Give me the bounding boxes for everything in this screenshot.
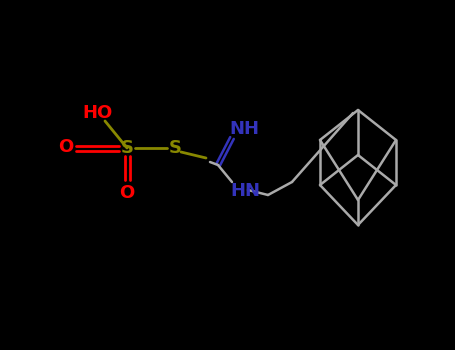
Text: S: S: [168, 139, 182, 157]
Text: O: O: [119, 184, 135, 202]
Text: S: S: [121, 139, 133, 157]
Text: HN: HN: [230, 182, 260, 200]
Text: HO: HO: [82, 104, 112, 122]
Text: O: O: [58, 138, 74, 156]
Text: NH: NH: [229, 120, 259, 138]
